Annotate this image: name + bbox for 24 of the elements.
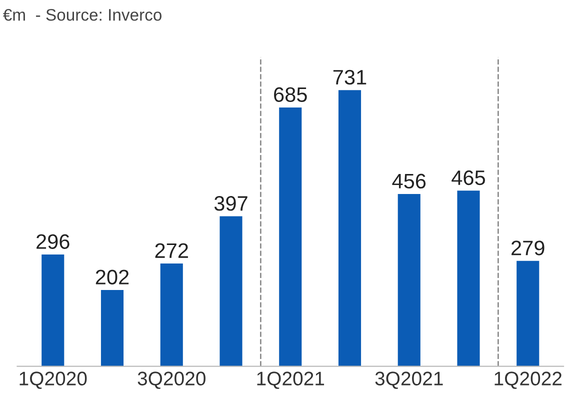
bar [279, 108, 302, 366]
data-label: 397 [214, 196, 248, 211]
data-label: 456 [392, 174, 426, 189]
data-label: 279 [512, 240, 544, 256]
x-tick-label: 1Q2021 [257, 372, 324, 389]
x-tick-label: 3Q2021 [375, 372, 443, 389]
x-tick-label: 1Q2020 [20, 372, 87, 389]
chart-title: €m - Source: Inverco [3, 8, 162, 21]
bar [457, 190, 480, 366]
bar [338, 90, 362, 366]
bar [100, 290, 124, 366]
bar [220, 216, 242, 366]
data-label: 465 [452, 170, 486, 186]
data-label: 685 [274, 87, 307, 102]
bar [42, 254, 64, 366]
bar [398, 194, 420, 366]
x-tick-label: 3Q2020 [138, 372, 206, 389]
data-label: 272 [155, 243, 188, 258]
bar [160, 264, 183, 366]
bar [516, 260, 540, 366]
x-tick-label: 1Q2022 [494, 372, 562, 389]
data-label: 296 [36, 234, 70, 249]
data-label: 202 [96, 270, 129, 284]
data-label: 731 [333, 70, 366, 85]
